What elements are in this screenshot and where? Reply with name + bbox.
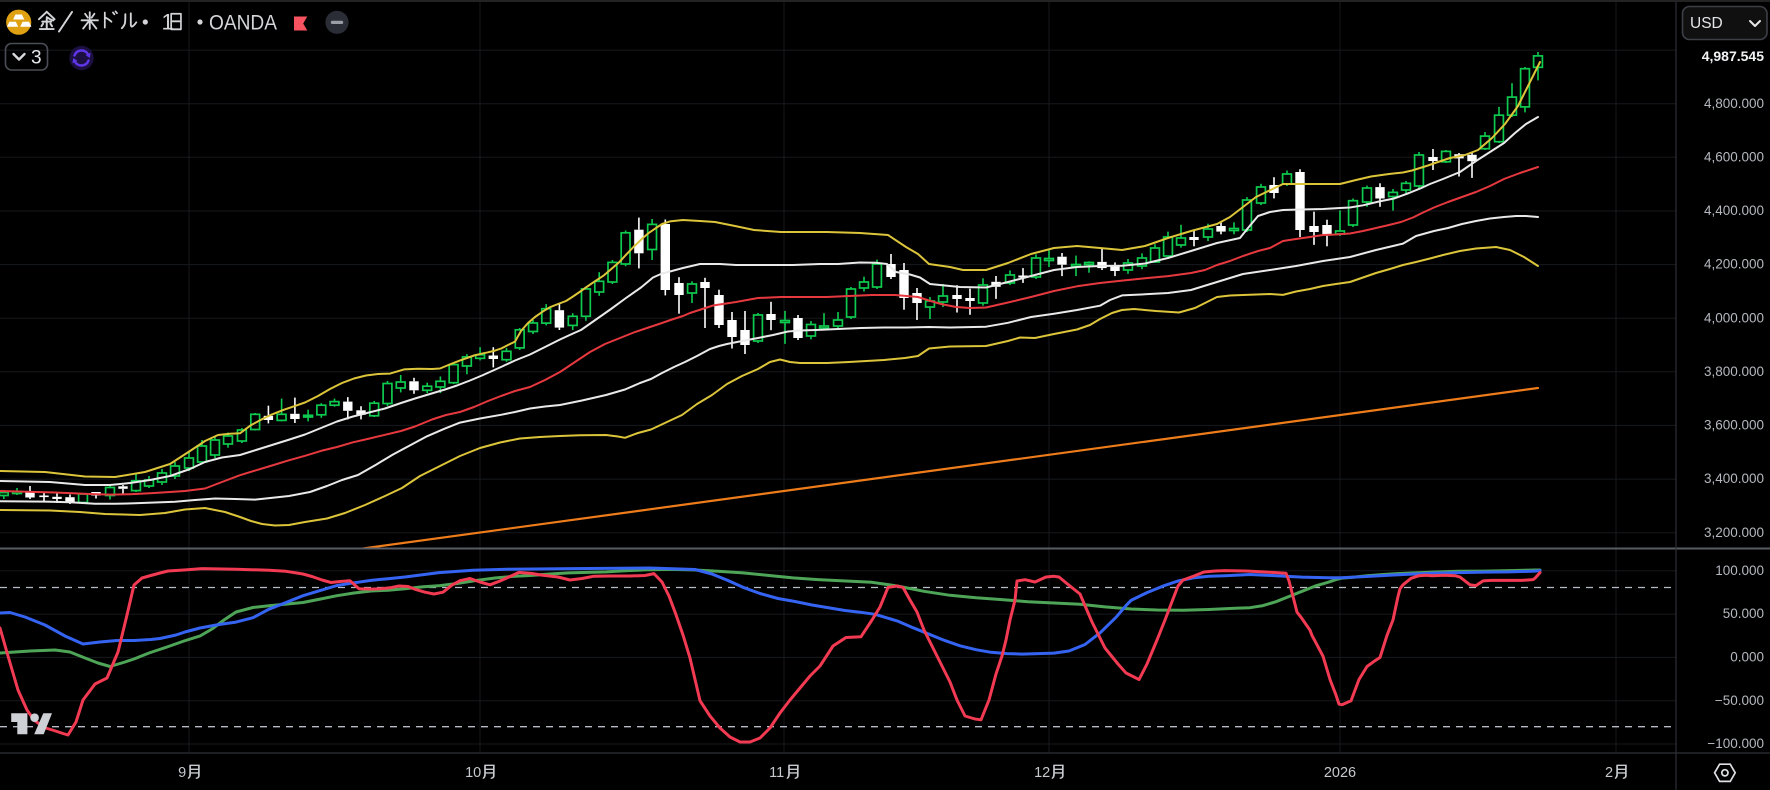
svg-text:4,200.000: 4,200.000 (1704, 257, 1764, 272)
svg-text:4,600.000: 4,600.000 (1704, 149, 1764, 164)
svg-text:3,400.000: 3,400.000 (1704, 471, 1764, 486)
svg-text:2: 2 (1605, 765, 1613, 781)
svg-text:3,600.000: 3,600.000 (1704, 417, 1764, 432)
svg-text:2026: 2026 (1324, 765, 1356, 781)
svg-text:12: 12 (1034, 765, 1050, 781)
svg-text:3,200.000: 3,200.000 (1704, 525, 1764, 540)
svg-text:OANDA: OANDA (209, 11, 278, 35)
svg-text:−100.000: −100.000 (1707, 736, 1764, 751)
svg-text:USD: USD (1690, 15, 1723, 32)
svg-text:10: 10 (465, 765, 481, 781)
svg-text:4,400.000: 4,400.000 (1704, 203, 1764, 218)
svg-text:3,800.000: 3,800.000 (1704, 364, 1764, 379)
svg-text:3: 3 (31, 48, 42, 69)
svg-text:100.000: 100.000 (1715, 563, 1764, 578)
svg-text:0.000: 0.000 (1730, 649, 1764, 664)
svg-text:4,800.000: 4,800.000 (1704, 96, 1764, 111)
svg-text:9: 9 (178, 765, 186, 781)
svg-text:50.000: 50.000 (1723, 606, 1764, 621)
svg-text:4,000.000: 4,000.000 (1704, 310, 1764, 325)
svg-text:4,987.545: 4,987.545 (1702, 48, 1764, 64)
svg-text:−50.000: −50.000 (1715, 693, 1764, 708)
svg-text:11: 11 (769, 765, 784, 781)
